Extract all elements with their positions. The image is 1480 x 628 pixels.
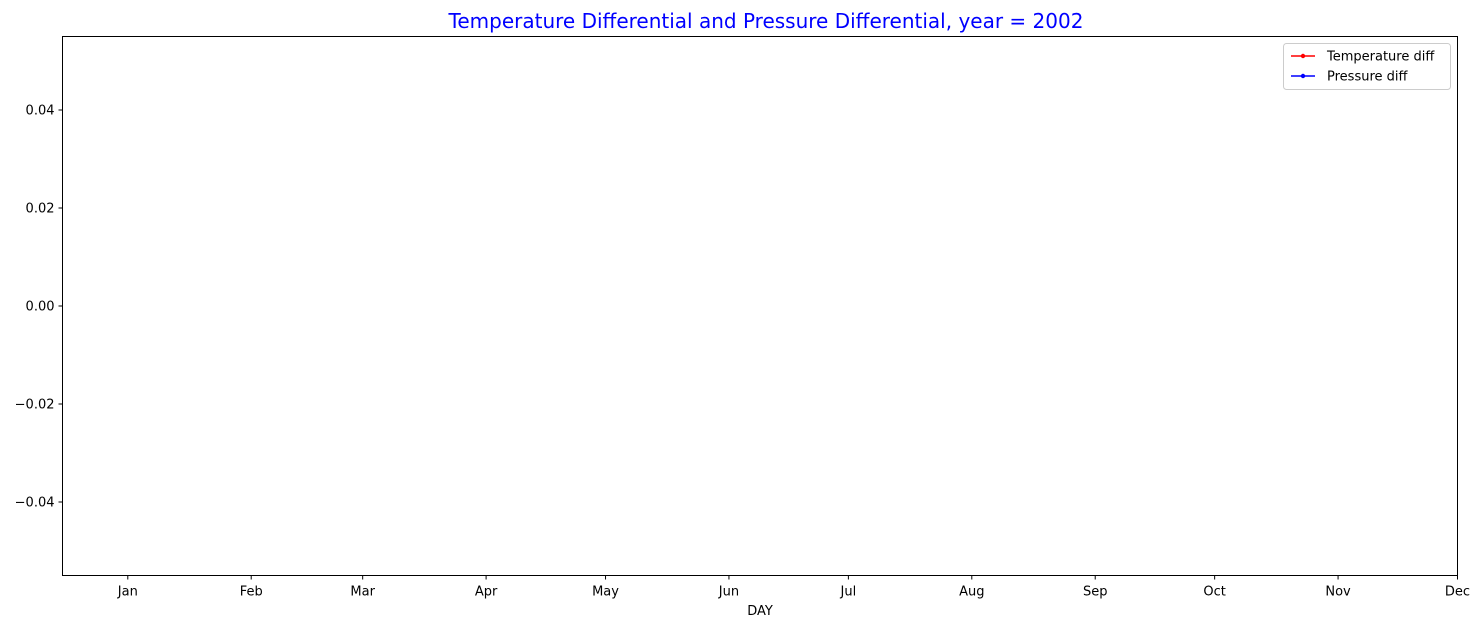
legend-marker-temperature [1300, 53, 1306, 59]
legend: Temperature diff Pressure diff [1283, 43, 1451, 90]
legend-label-pressure: Pressure diff [1327, 70, 1409, 85]
x-tick-label: Jun [718, 585, 739, 600]
y-tick-label: −0.02 [15, 398, 55, 413]
y-tick-label: 0.04 [26, 104, 55, 119]
y-axis: 0.04 0.02 0.00 −0.02 −0.04 [15, 104, 63, 511]
x-tick-label: Nov [1325, 585, 1351, 600]
legend-box [1283, 43, 1451, 90]
x-axis: Jan Feb Mar Apr May Jun Jul Aug Sep Oct Nov Dec [117, 575, 1470, 600]
x-tick-label: Aug [959, 585, 984, 600]
x-tick-label: Dec [1445, 585, 1470, 600]
legend-item-pressure: Pressure diff [1291, 70, 1409, 85]
x-tick-label: Apr [475, 585, 498, 600]
x-tick-label: Feb [240, 585, 263, 600]
legend-label-temperature: Temperature diff [1326, 50, 1435, 65]
x-tick-label: May [592, 585, 619, 600]
y-tick-label: 0.02 [26, 202, 55, 217]
legend-item-temperature: Temperature diff [1291, 50, 1435, 65]
x-tick-label: Jul [840, 585, 857, 600]
x-tick-label: Jan [117, 585, 138, 600]
legend-marker-pressure [1300, 73, 1306, 79]
y-tick-label: −0.04 [15, 496, 55, 511]
plot-area [62, 36, 1458, 576]
x-tick-label: Sep [1083, 585, 1108, 600]
chart-title: Temperature Differential and Pressure Di… [448, 9, 1084, 33]
x-tick-label: Oct [1203, 585, 1225, 600]
x-tick-label: Mar [350, 585, 375, 600]
y-tick-label: 0.00 [26, 300, 55, 315]
x-axis-label: DAY [747, 604, 773, 619]
